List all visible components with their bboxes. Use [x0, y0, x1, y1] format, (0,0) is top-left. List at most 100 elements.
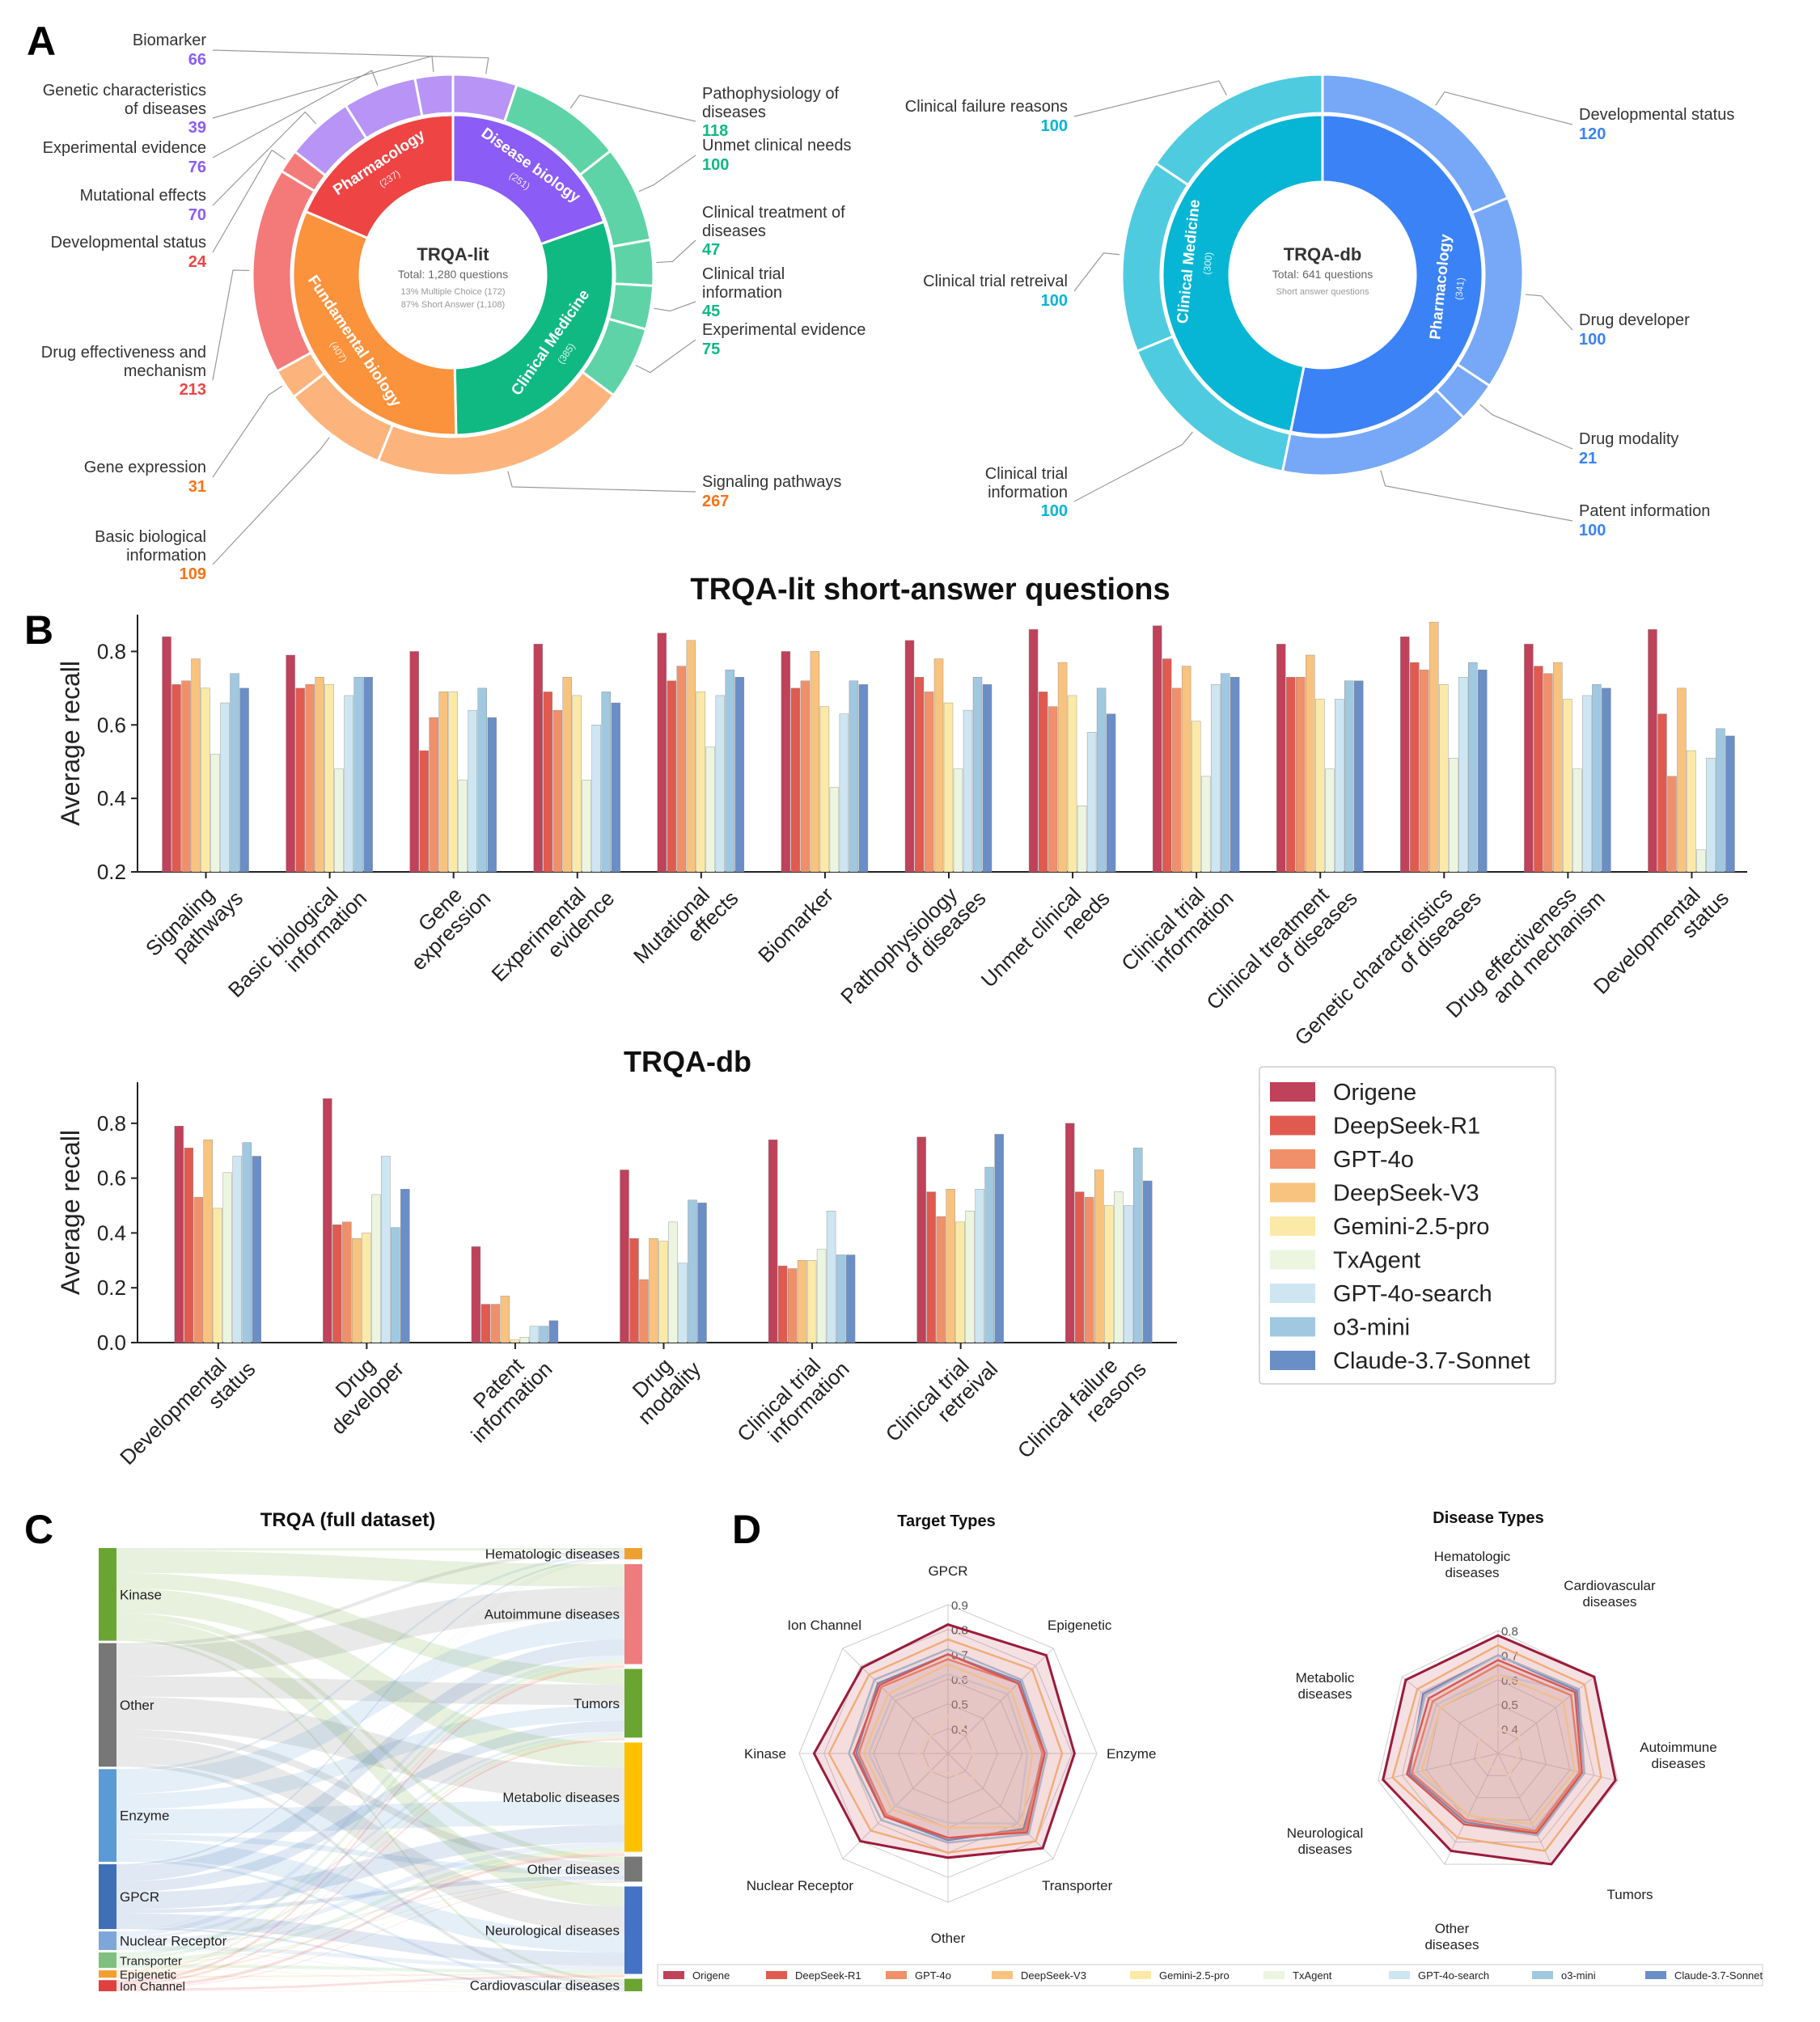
node-left-label-ion-channel: Ion Channel [120, 1980, 185, 1994]
bar-claude-3-7-sonnet-3 [611, 702, 620, 873]
bar-claude-3-7-sonnet-1 [400, 1188, 410, 1343]
outer-label-line: Drug developer [1579, 311, 1690, 329]
x-tick-label-unmet-clinical-needs: Unmet clinicalneeds [976, 869, 1115, 1008]
leader-line-biomarker [212, 49, 489, 74]
sunburst-trqa-db: Pharmacology(341)Clinical Medicine(300) T… [905, 73, 1734, 539]
outer-label-biomarker: Biomarker [133, 32, 206, 49]
bar-gpt-4o-2 [429, 717, 438, 873]
x-tick-label-patent-information: Patentinformation [451, 1340, 557, 1447]
flow-other-tumors [116, 1676, 624, 1706]
bar-gemini-2-5-pro-2 [510, 1339, 520, 1343]
node-left-nuclear-receptor [99, 1931, 116, 1950]
bar-gemini-2-5-pro-1 [324, 684, 334, 873]
bar-claude-3-7-sonnet-3 [697, 1202, 707, 1343]
bar-o3-mini-6 [1133, 1148, 1143, 1343]
node-left-label-gpcr: GPCR [120, 1889, 159, 1905]
leader-line-clinical-treatment-of-diseases [656, 239, 696, 264]
leader-line-experimental-evidence [635, 339, 696, 374]
bar-claude-3-7-sonnet-5 [994, 1134, 1004, 1343]
node-right-tumors [624, 1669, 642, 1738]
node-right-label-neurological-diseases: Neurological diseases [485, 1923, 620, 1938]
outer-label-clinical-trial-information: Clinical trial information [985, 465, 1068, 501]
bar-claude-3-7-sonnet-11 [1602, 687, 1611, 873]
radar-axis-label-kinase: Kinase [744, 1746, 786, 1762]
leader-line-clinical-trial-retreival [1073, 252, 1120, 292]
bar-txagent-3 [668, 1221, 678, 1343]
radar-axis-label-line: Other [1435, 1921, 1470, 1936]
bar-origene-9 [1276, 644, 1286, 873]
bar-origene-3 [533, 644, 543, 873]
outer-label-basic-biological-information: Basic biological information [95, 528, 206, 565]
flow-epigenetic-tumors [116, 1737, 624, 1974]
bar-o3-mini-1 [353, 677, 363, 873]
radar-series-deepseek-r1 [1406, 1659, 1583, 1834]
x-tick-label-developmental-status: Developmentalstatus [1589, 869, 1733, 1014]
bar-deepseek-r1-0 [184, 1148, 193, 1343]
outer-value-clinical-treatment-of-diseases: 47 [702, 241, 720, 259]
bar-o3-mini-6 [972, 677, 983, 873]
flow-ion-channel-cardiovascular-diseases [116, 1990, 624, 1992]
flow-enzyme-autoimmune-diseases [116, 1617, 624, 1795]
outer-label-line: Experimental evidence [702, 321, 866, 339]
legend-label-gpt-4o-search: GPT-4o-search [1333, 1281, 1492, 1307]
bar-gpt-4o-5 [800, 680, 811, 873]
legend-swatch-gemini-2-5-pro [1130, 1971, 1151, 1979]
outer-label-line: information [988, 484, 1068, 501]
x-tick-label-clinical-trial-information: Clinical trialinformation [1116, 869, 1238, 992]
node-right-neurological-diseases [624, 1886, 642, 1974]
node-left-transporter [99, 1952, 116, 1969]
outer-label-line: diseases [702, 104, 766, 121]
radar-axis-label-line: Ion Channel [787, 1618, 861, 1633]
bar-gpt-4o-search-1 [381, 1156, 391, 1343]
bar-txagent-3 [582, 780, 591, 873]
bar-origene-2 [409, 651, 419, 873]
outer-value-basic-biological-information: 109 [180, 565, 206, 583]
bar-gpt-4o-search-12 [1706, 757, 1716, 873]
bar-claude-3-7-sonnet-4 [734, 677, 745, 873]
inner-segment-clinical-medicine [1161, 113, 1324, 434]
legend-swatch-gpt-4o-search [1270, 1284, 1315, 1303]
bar-gemini-2-5-pro-7 [1067, 695, 1077, 873]
node-left-label-nuclear-receptor: Nuclear Receptor [120, 1934, 227, 1949]
bar-gpt-4o-search-5 [839, 713, 849, 873]
bar-gpt-4o-search-10 [1458, 677, 1468, 873]
leader-line-unmet-clinical-needs [638, 154, 696, 192]
radar-axis-label-line: Epigenetic [1048, 1618, 1112, 1633]
bar-deepseek-r1-11 [1534, 666, 1543, 873]
flow-other-cardiovascular-diseases [116, 1762, 624, 1986]
bar-origene-0 [174, 1126, 184, 1343]
bar-deepseek-v3-9 [1306, 654, 1315, 873]
leader-line-clinical-trial-information [654, 301, 696, 312]
legend-label-deepseek-v3: DeepSeek-V3 [1021, 1969, 1086, 1982]
radar-target-types: 0.40.50.60.70.80.9GPCREpigeneticEnzymeTr… [744, 1563, 1156, 1946]
radar-series-deepseek-v3 [1391, 1643, 1602, 1852]
flow-transporter-autoimmune-diseases [116, 1660, 624, 1957]
flow-transporter-neurological-diseases [116, 1964, 624, 1974]
outer-label-line: Unmet clinical needs [702, 137, 852, 154]
legend-swatch-o3-mini [1532, 1971, 1553, 1979]
radar-axis-label-line: diseases [1582, 1594, 1636, 1610]
bar-chart-trqa-lit: 0.2 0.4 0.6 0.8 Average recall Signalingpathw… [56, 615, 1747, 1050]
flow-ion-channel-autoimmune-diseases [116, 1665, 624, 1983]
bar-deepseek-r1-5 [790, 687, 801, 873]
flow-other-other-diseases [116, 1729, 624, 1870]
bar-gemini-2-5-pro-3 [658, 1241, 668, 1343]
sunburst-trqa-lit: Disease biology(251)Clinical Medicine(38… [41, 32, 866, 583]
bar-deepseek-v3-3 [649, 1237, 658, 1343]
y-tick-label: 0.6 [97, 713, 126, 737]
node-right-label-other-diseases: Other diseases [527, 1862, 620, 1877]
legend-swatch-origene [1270, 1082, 1315, 1102]
radar-axis-label-line: Hematologic [1434, 1549, 1511, 1564]
bar-origene-5 [781, 651, 791, 873]
bar-txagent-9 [1325, 768, 1335, 873]
leader-line-developmental-status [1435, 91, 1573, 125]
legend-models: Origene DeepSeek-R1 GPT-4o DeepSeek-V3 Gemin… [1259, 1066, 1556, 1385]
radar-spoke [947, 1648, 1054, 1754]
y-tick-label: 0.4 [97, 1220, 126, 1245]
legend-swatch-origene [663, 1971, 684, 1979]
center-sub1: 13% Multiple Choice (172) [400, 287, 505, 297]
bar-origene-8 [1152, 625, 1162, 873]
center-title: TRQA-lit [417, 244, 489, 264]
x-tick-label-clinical-trial-retreival: Clinical trialretreival [881, 1340, 1003, 1462]
bar-gpt-4o-8 [1171, 687, 1182, 873]
